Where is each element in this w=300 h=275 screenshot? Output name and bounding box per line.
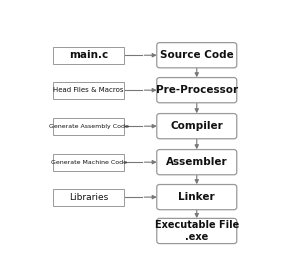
- Text: Assembler: Assembler: [166, 157, 228, 167]
- FancyBboxPatch shape: [53, 47, 124, 64]
- Text: Head Files & Macros: Head Files & Macros: [53, 87, 124, 93]
- FancyBboxPatch shape: [53, 82, 124, 99]
- FancyBboxPatch shape: [53, 189, 124, 206]
- FancyBboxPatch shape: [157, 114, 237, 139]
- Text: Pre-Processor: Pre-Processor: [156, 85, 238, 95]
- Text: Libraries: Libraries: [69, 192, 108, 202]
- FancyBboxPatch shape: [157, 218, 237, 244]
- FancyBboxPatch shape: [53, 154, 124, 170]
- FancyBboxPatch shape: [157, 78, 237, 103]
- FancyBboxPatch shape: [157, 185, 237, 210]
- Text: Compiler: Compiler: [170, 121, 223, 131]
- FancyBboxPatch shape: [157, 150, 237, 175]
- Text: Executable File
.exe: Executable File .exe: [154, 220, 239, 242]
- Text: main.c: main.c: [69, 50, 108, 60]
- Text: Source Code: Source Code: [160, 50, 234, 60]
- FancyBboxPatch shape: [53, 118, 124, 135]
- Text: Generate Machine Code: Generate Machine Code: [51, 160, 127, 165]
- Text: Linker: Linker: [178, 192, 215, 202]
- FancyBboxPatch shape: [157, 43, 237, 68]
- Text: Generate Assembly Code: Generate Assembly Code: [49, 124, 129, 129]
